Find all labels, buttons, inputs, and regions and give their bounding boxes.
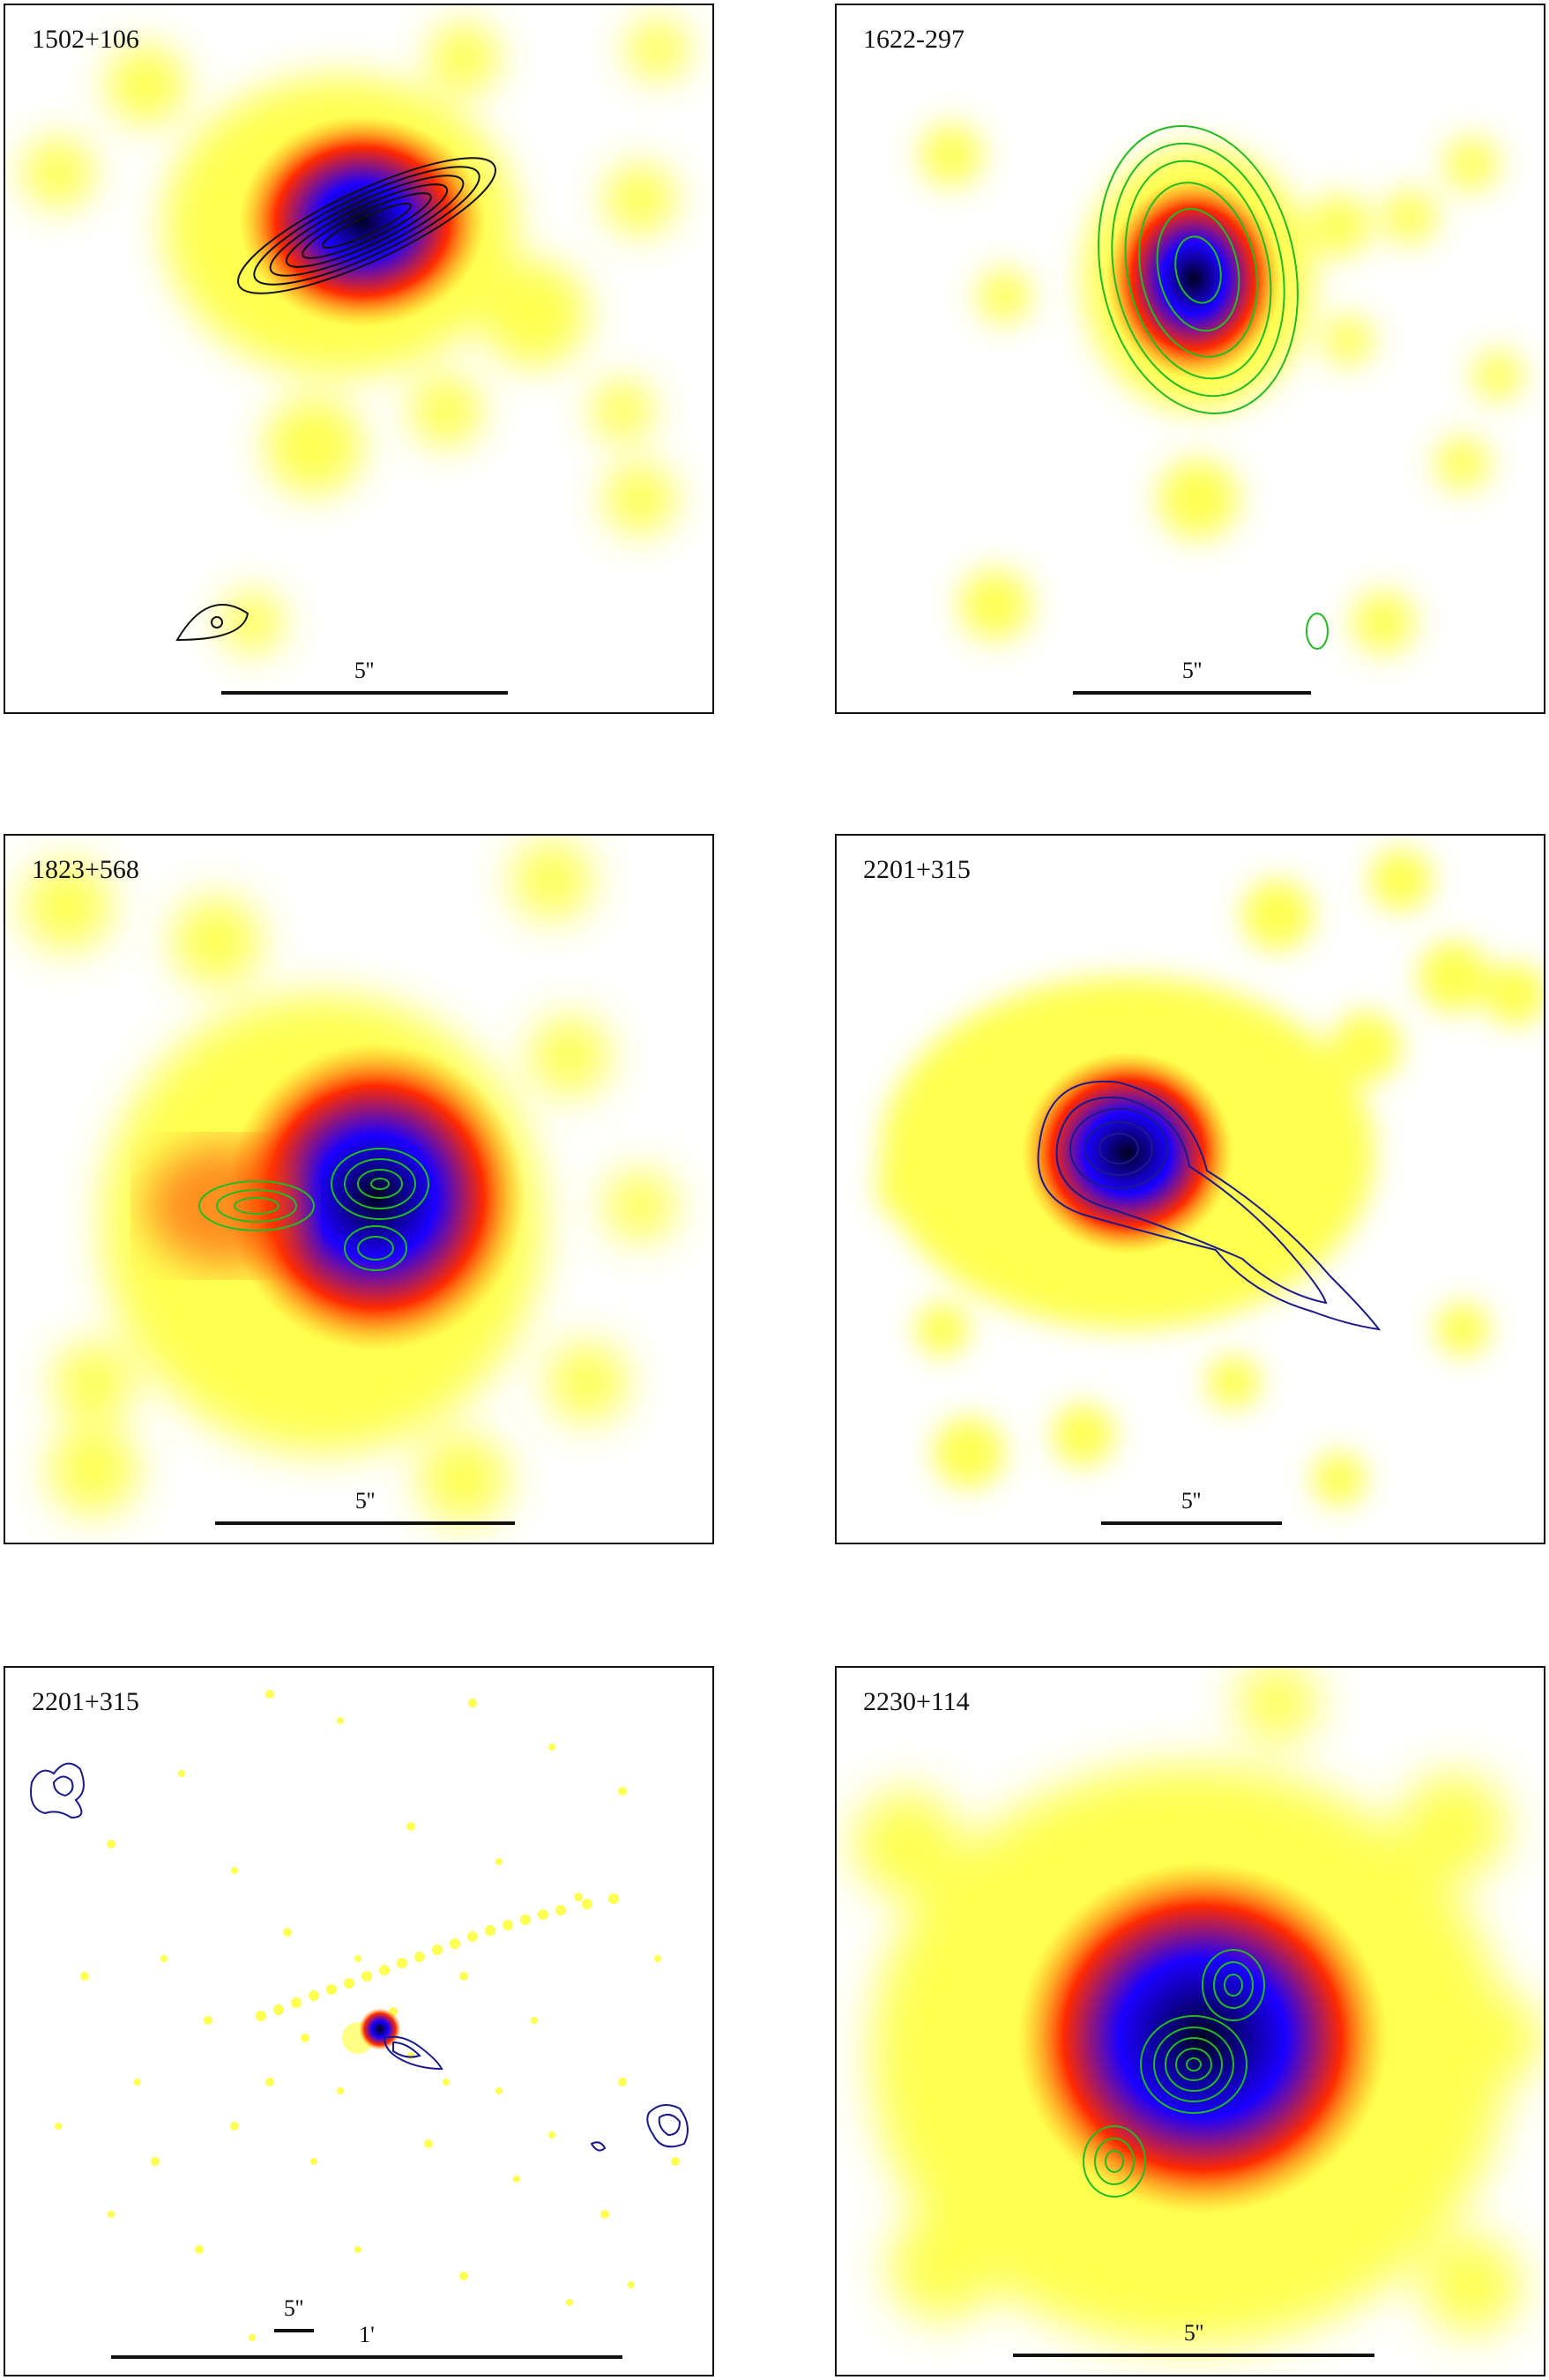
xray-image-2230-114 (854, 1668, 1542, 2347)
image-panel-2201-315-wide: 2201+315 5'' 1' (4, 1666, 714, 2376)
scale-label: 5'' (1181, 658, 1203, 683)
radio-contours (1098, 124, 1329, 650)
scattered-sources (55, 1690, 680, 2341)
xray-image-2201-315 (876, 849, 1544, 1506)
radio-contours (198, 1148, 429, 1271)
scale-bar (1101, 1521, 1282, 1525)
scale-bar-small (274, 2329, 314, 2332)
source-label: 2201+315 (863, 855, 971, 884)
source-label: 1823+568 (32, 855, 139, 884)
scale-label: 1' (359, 2322, 375, 2347)
scale-bar (221, 691, 508, 695)
scale-bar (215, 1521, 515, 1525)
scale-bar (1013, 2354, 1374, 2357)
image-panel-1622-297: 1622-297 5'' (835, 4, 1545, 714)
radio-contours (1083, 1949, 1265, 2198)
source-label: 2201+315 (32, 1687, 139, 1716)
scale-bar (111, 2355, 622, 2359)
radio-contours (175, 157, 496, 642)
xray-image-1502-106 (23, 19, 689, 653)
scale-label: 5'' (354, 658, 375, 683)
scale-label: 5'' (354, 1488, 376, 1514)
image-panel-2201-315: 2201+315 5'' (835, 834, 1545, 1544)
image-panel-2230-114: 2230+114 5'' (835, 1666, 1545, 2376)
image-panel-1823-568: 1823+568 5'' (4, 834, 714, 1544)
source-label: 1622-297 (863, 25, 964, 54)
image-panel-1502-106: 1502+106 5'' (4, 4, 714, 714)
source-label: 1502+106 (32, 25, 139, 54)
radio-contours (1037, 1080, 1381, 1331)
scale-label-small: 5'' (283, 2295, 304, 2321)
jet-emission (256, 1893, 619, 2054)
scale-label: 5'' (1183, 2320, 1204, 2346)
scale-bar (1073, 691, 1311, 695)
xray-image-1823-568 (23, 840, 675, 1523)
source-label: 2230+114 (863, 1687, 970, 1716)
scale-label: 5'' (1180, 1488, 1202, 1514)
xray-image-2201-315-wide (30, 1690, 689, 2341)
xray-image-1622-297 (920, 124, 1523, 653)
radio-contours (30, 1762, 689, 2152)
